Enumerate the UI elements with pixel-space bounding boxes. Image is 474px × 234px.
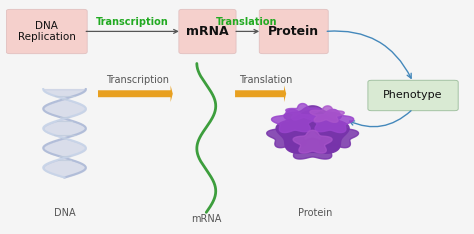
Polygon shape: [272, 109, 315, 133]
Polygon shape: [286, 103, 320, 120]
Text: DNA: DNA: [54, 208, 75, 218]
Text: mRNA: mRNA: [191, 214, 221, 224]
FancyBboxPatch shape: [368, 80, 458, 111]
Text: Transcription: Transcription: [106, 75, 169, 85]
Text: Phenotype: Phenotype: [383, 91, 443, 100]
Polygon shape: [310, 109, 354, 133]
Polygon shape: [310, 106, 344, 122]
Text: mRNA: mRNA: [186, 25, 229, 38]
Text: Translation: Translation: [239, 75, 292, 85]
Polygon shape: [267, 122, 310, 148]
FancyBboxPatch shape: [259, 9, 328, 54]
Polygon shape: [284, 106, 341, 131]
Text: Protein: Protein: [268, 25, 319, 38]
Polygon shape: [276, 110, 349, 153]
Text: Protein: Protein: [298, 208, 332, 218]
Text: Translation: Translation: [216, 17, 277, 27]
Text: DNA
Replication: DNA Replication: [18, 21, 76, 42]
Polygon shape: [315, 122, 358, 148]
FancyBboxPatch shape: [179, 9, 236, 54]
Text: Transcription: Transcription: [96, 17, 168, 27]
FancyBboxPatch shape: [6, 9, 87, 54]
Polygon shape: [286, 138, 339, 159]
Polygon shape: [293, 130, 332, 153]
